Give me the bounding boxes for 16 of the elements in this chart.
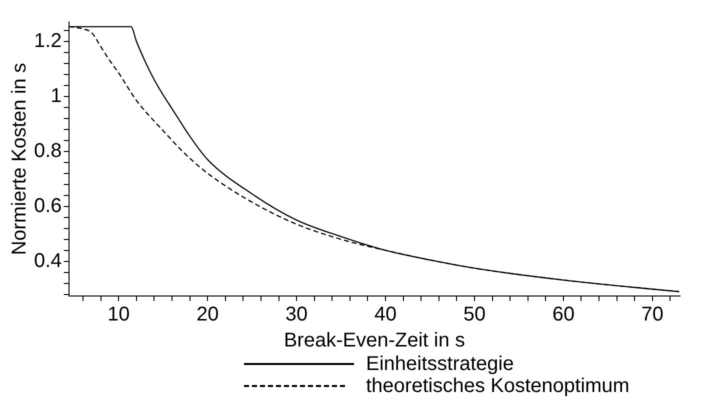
legend-label: Einheitsstrategie xyxy=(366,353,514,375)
x-axis-title: Break-Even-Zeit in s xyxy=(284,330,465,352)
x-tick-label: 60 xyxy=(552,304,575,326)
legend-label: theoretisches Kostenoptimum xyxy=(366,375,630,397)
y-tick-label: 0.6 xyxy=(34,194,62,217)
x-tick-label: 30 xyxy=(285,304,308,326)
x-tick-label: 50 xyxy=(463,304,486,326)
x-tick-label: 40 xyxy=(374,304,397,326)
y-tick-label: 1 xyxy=(50,84,62,107)
x-tick-label: 70 xyxy=(641,304,664,326)
y-tick-label: 0.4 xyxy=(34,250,62,272)
y-axis-title: Normierte Kosten in s xyxy=(8,62,31,256)
x-tick-label: 10 xyxy=(108,304,130,326)
x-tick-label: 20 xyxy=(196,304,219,326)
y-tick-label: 1.2 xyxy=(34,30,62,52)
y-tick-label: 0.8 xyxy=(34,140,62,162)
